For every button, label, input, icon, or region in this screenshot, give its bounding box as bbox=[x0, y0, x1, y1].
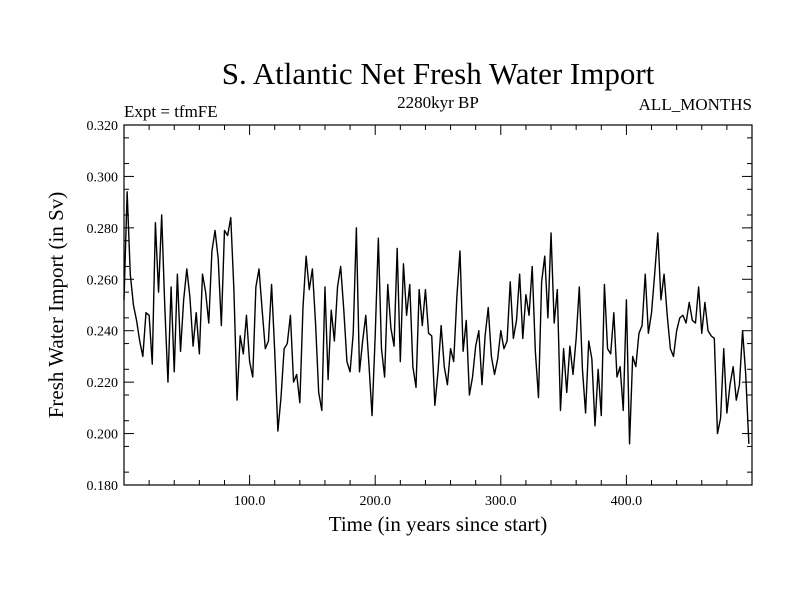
months-label: ALL_MONTHS bbox=[639, 95, 752, 114]
series-line-0 bbox=[123, 191, 750, 445]
x-tick-label: 300.0 bbox=[485, 494, 517, 509]
y-tick-label: 0.180 bbox=[87, 479, 119, 494]
x-tick-label: 200.0 bbox=[359, 494, 391, 509]
x-tick-label: 100.0 bbox=[234, 494, 266, 509]
y-axis-label: Fresh Water Import (in Sv) bbox=[44, 192, 68, 419]
x-axis-label: Time (in years since start) bbox=[329, 512, 548, 536]
x-axis: 100.0 200.0 300.0 400.0 bbox=[148, 125, 728, 509]
y-tick-label: 0.240 bbox=[87, 325, 119, 340]
y-tick-label: 0.320 bbox=[87, 119, 119, 134]
chart-title: S. Atlantic Net Fresh Water Import bbox=[222, 56, 655, 91]
x-tick-label: 400.0 bbox=[611, 494, 643, 509]
plot-frame bbox=[123, 124, 753, 486]
y-tick-label: 0.220 bbox=[87, 376, 119, 391]
period-label: 2280kyr BP bbox=[397, 93, 479, 112]
y-tick-label: 0.260 bbox=[87, 273, 119, 288]
y-axis: 0.180 0.200 0.220 0.240 0.260 0.280 0.300 0.320 bbox=[87, 119, 752, 494]
y-tick-label: 0.280 bbox=[87, 222, 119, 237]
series-layer bbox=[123, 191, 750, 445]
y-tick-label: 0.200 bbox=[87, 428, 119, 443]
experiment-label: Expt = tfmFE bbox=[124, 102, 218, 121]
y-tick-label: 0.300 bbox=[87, 170, 119, 185]
